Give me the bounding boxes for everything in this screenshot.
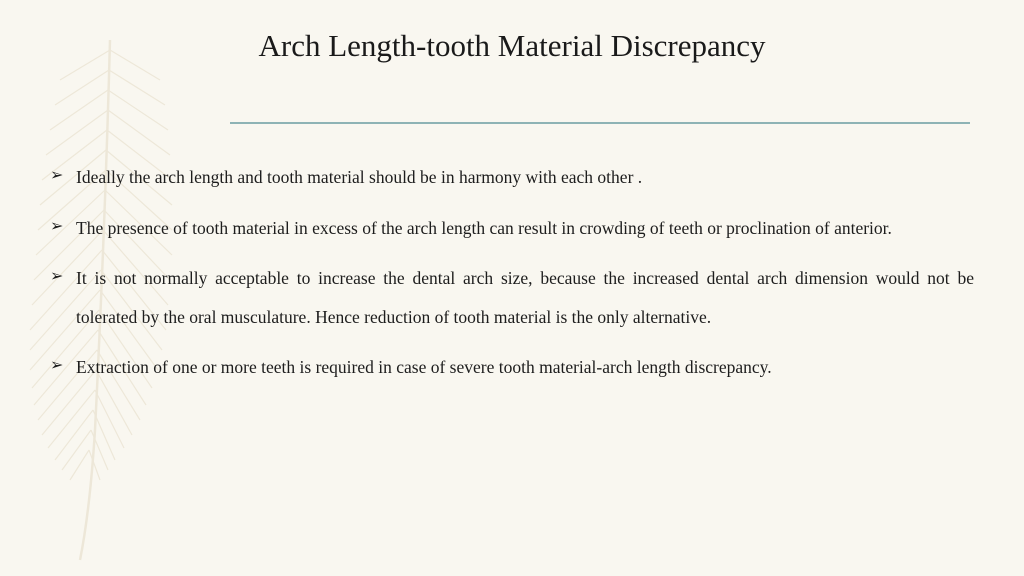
- divider-rule: [230, 122, 970, 124]
- bullet-item: Extraction of one or more teeth is requi…: [50, 348, 974, 387]
- slide-content: Arch Length-tooth Material Discrepancy I…: [0, 0, 1024, 387]
- bullet-item: The presence of tooth material in excess…: [50, 209, 974, 248]
- bullet-item: Ideally the arch length and tooth materi…: [50, 158, 974, 197]
- bullet-list: Ideally the arch length and tooth materi…: [50, 158, 974, 387]
- bullet-item: It is not normally acceptable to increas…: [50, 259, 974, 336]
- slide-title: Arch Length-tooth Material Discrepancy: [50, 28, 974, 64]
